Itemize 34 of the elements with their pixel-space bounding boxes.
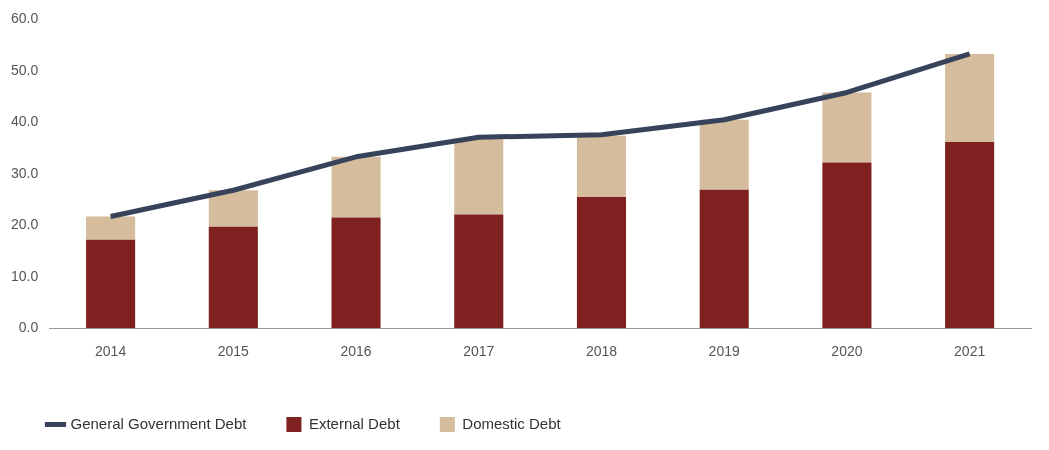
y-tick-label: 0.0 [18,319,39,336]
x-tick-label: 2018 [585,343,618,360]
legend-label: Domestic Debt [462,414,562,432]
bar [454,214,504,329]
x-tick-label: 2017 [463,343,495,360]
bar [822,162,872,329]
bar [454,138,504,215]
bar [699,189,749,329]
y-tick-label: 50.0 [11,61,39,78]
x-tick-label: 2016 [340,343,372,360]
y-tick-label: 40.0 [11,113,39,130]
bar [822,92,872,163]
x-tick-label: 2021 [954,343,986,360]
legend-label: General Government Debt [70,414,248,432]
y-tick-label: 20.0 [11,216,39,233]
bar [86,216,136,240]
bar [86,239,136,329]
bar [331,217,381,329]
bar [576,135,627,197]
x-tick-label: 2014 [95,343,127,360]
y-tick-label: 60.0 [11,10,39,27]
legend-label: External Debt [308,414,401,432]
x-tick-label: 2015 [217,343,250,360]
x-tick-label: 2020 [831,343,863,360]
bar [945,141,995,329]
bar [331,156,381,218]
bar [945,53,995,142]
bar [208,190,258,227]
y-tick-label: 10.0 [11,267,39,284]
y-tick-label: 30.0 [11,164,39,181]
bar [576,196,627,329]
bar [699,119,749,190]
x-tick-label: 2019 [708,343,740,360]
bar [208,226,258,329]
